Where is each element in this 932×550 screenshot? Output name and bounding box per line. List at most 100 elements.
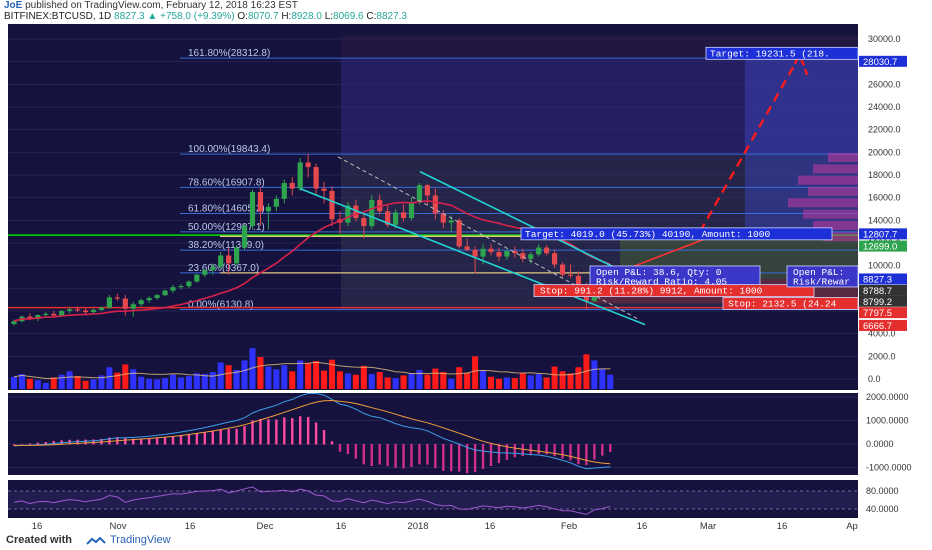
macd-histogram-bar [283, 417, 286, 445]
candle-body [273, 198, 279, 207]
volume-profile-bar [823, 232, 858, 242]
candle-body [234, 247, 240, 264]
volume-bar [472, 356, 479, 389]
candle-body [51, 313, 57, 316]
volume-bar [368, 374, 375, 389]
volume-bar [42, 382, 49, 389]
macd-histogram-bar [314, 422, 318, 445]
volume-bar [162, 378, 169, 389]
candle-body [321, 188, 327, 191]
footer: Created with TradingView [0, 532, 932, 550]
price-label-bg [859, 284, 907, 296]
volume-bar [599, 368, 606, 389]
volume-bar [313, 361, 320, 389]
macd-histogram-bar [12, 444, 16, 446]
macd-histogram-bar [291, 418, 294, 445]
candle-body [353, 205, 359, 219]
candle-body [512, 250, 518, 254]
price-label: 12807.7 [863, 229, 897, 240]
candle-body [305, 162, 311, 168]
volume-bar [527, 375, 534, 389]
macd-histogram-bar [402, 444, 405, 469]
macd-histogram-bar [609, 444, 612, 452]
fib-level-label: 78.60%(16907.8) [188, 177, 265, 188]
volume-profile-bar [803, 209, 858, 219]
fib-zone-upper [341, 58, 858, 155]
fib-level-label: 23.60%(9367.0) [188, 263, 259, 274]
publish-info: published on TradingView.com, February 1… [22, 0, 298, 11]
candle-body [329, 190, 335, 220]
close-value: 8827.3 [376, 11, 407, 22]
macd-tick-label: 2000.0000 [866, 392, 909, 402]
macd-histogram-bar [132, 438, 135, 445]
candle-body [162, 290, 168, 296]
volume-bar [575, 367, 582, 389]
volume-bar [480, 370, 487, 389]
candle-body [536, 247, 542, 255]
macd-histogram-bar [362, 444, 365, 465]
macd-histogram-bar [410, 444, 413, 467]
change-arrow: ▲ [147, 11, 158, 22]
rsi-line [13, 486, 611, 515]
candle-body [178, 286, 184, 288]
time-axis [0, 518, 932, 532]
candle-body [424, 185, 430, 196]
volume-bar [297, 360, 304, 389]
macd-histogram-bar [36, 442, 40, 445]
fib-level-label: 38.20%(11369.0) [188, 240, 264, 251]
price-label: 28030.7 [863, 57, 897, 68]
macd-tick-label: -1000.0000 [866, 463, 912, 473]
chart-area[interactable]: 0.02000.04000.06000.08000.010000.012000.… [0, 24, 932, 532]
volume-bar [440, 372, 447, 389]
candle-body [186, 281, 192, 287]
volume-profile-bar [828, 153, 858, 163]
volume-profile-bar [788, 198, 858, 208]
volume-bar [34, 380, 41, 389]
macd-histogram-bar [378, 444, 381, 465]
candle-body [432, 195, 438, 214]
fib-level-label: 0.00%(6130.8) [188, 300, 254, 311]
candle-body [170, 287, 176, 291]
y-tick-label: 4000.0 [868, 329, 896, 339]
y-tick-label: 30000.0 [868, 34, 901, 44]
author-name[interactable]: JoE [4, 0, 23, 11]
candle-body [114, 297, 120, 299]
volume-bar [424, 374, 431, 389]
macd-histogram-bar [537, 444, 540, 454]
volume-profile-bar [798, 175, 858, 185]
candle-body [43, 313, 49, 315]
x-tick-label: Feb [561, 521, 577, 532]
volume-bar [432, 368, 439, 389]
x-tick-label: 16 [185, 521, 196, 532]
trend-line-dashed [337, 156, 641, 321]
y-tick-label: 16000.0 [868, 193, 901, 203]
candle-body [400, 212, 407, 219]
macd-histogram-bar [458, 444, 461, 472]
candle-body [567, 274, 574, 276]
pnl-label-right: Open P&L: [793, 267, 844, 278]
candle-body [440, 213, 446, 223]
macd-histogram-bar [513, 444, 517, 458]
stop-box [533, 284, 815, 298]
candle-body [369, 199, 375, 227]
fib-level-label: 161.80%(28312.8) [188, 48, 270, 59]
volume-bar [201, 374, 208, 389]
volume-bar [488, 376, 494, 389]
volume-bar [265, 366, 272, 389]
tradingview-brand[interactable]: TradingView [110, 534, 171, 546]
price-axis [858, 24, 932, 518]
volume-bar [519, 373, 526, 389]
macd-histogram-bar [545, 444, 548, 455]
volume-bar [122, 364, 129, 389]
macd-histogram-bar [147, 438, 151, 445]
volume-bar [392, 378, 399, 389]
candle-body [377, 199, 383, 212]
volume-bar [464, 372, 471, 389]
volume-bar [336, 371, 343, 389]
rsi-band [8, 491, 858, 509]
macd-histogram-bar [259, 418, 262, 445]
low-label: L: [324, 11, 334, 22]
candle-body [289, 182, 295, 189]
candle-body [313, 167, 319, 189]
candle-body [122, 298, 128, 309]
